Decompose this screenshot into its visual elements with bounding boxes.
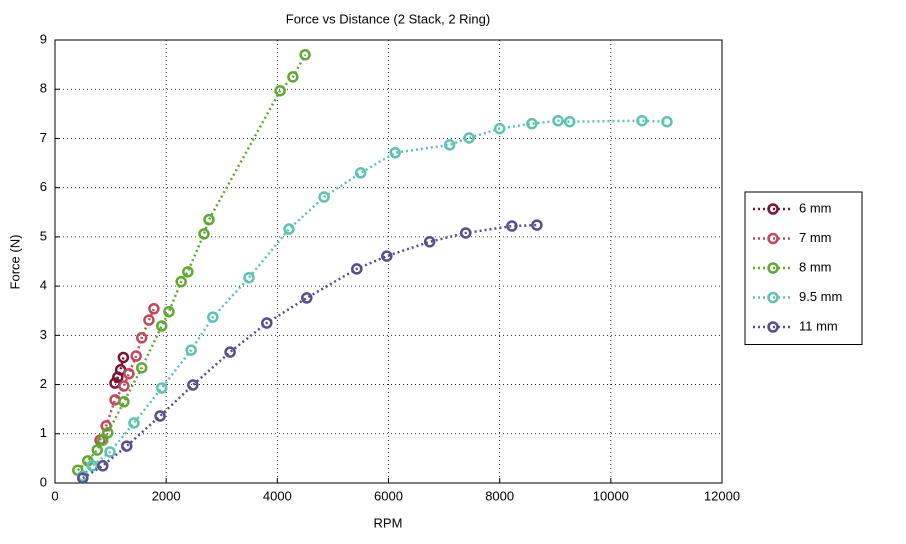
x-tick-label: 8000 [485, 488, 514, 503]
y-tick-label: 4 [40, 278, 47, 293]
axes-box [54, 39, 723, 484]
data-point [351, 263, 363, 275]
data-point [163, 305, 175, 318]
y-tick-label: 5 [40, 228, 47, 243]
data-point [423, 236, 436, 248]
legend-label: 11 mm [799, 318, 838, 333]
data-point [118, 396, 130, 408]
data-point [185, 344, 197, 356]
legend-marker [767, 321, 779, 333]
data-point [563, 115, 576, 128]
data-point [381, 250, 393, 262]
data-point [526, 117, 538, 130]
data-point [118, 380, 130, 392]
data-point [506, 220, 518, 232]
legend-label: 7 mm [799, 230, 832, 245]
data-point [175, 275, 187, 288]
legend-marker [767, 291, 779, 304]
data-point [120, 440, 133, 452]
legend-label: 8 mm [799, 259, 832, 274]
data-point [91, 444, 103, 456]
y-tick-label: 6 [40, 179, 47, 194]
data-point [243, 271, 255, 284]
data-point [128, 417, 140, 429]
data-point [443, 139, 456, 151]
data-point [463, 132, 475, 144]
series-line [76, 54, 307, 472]
y-tick-label: 3 [40, 327, 47, 342]
y-tick-label: 2 [40, 376, 47, 391]
x-axis-label: RPM [374, 515, 403, 530]
y-tick-label: 9 [40, 31, 47, 46]
data-point [261, 317, 273, 329]
x-tick-label: 12000 [704, 488, 740, 503]
data-point [86, 460, 98, 472]
data-point [661, 115, 673, 128]
data-point [155, 320, 168, 332]
series-line [82, 223, 537, 480]
data-point [123, 367, 135, 380]
legend-marker [767, 203, 779, 215]
data-point [187, 379, 199, 391]
data-point [207, 311, 219, 323]
data-point [77, 472, 89, 484]
data-point [117, 351, 130, 364]
data-point [102, 427, 114, 439]
data-point [198, 228, 210, 240]
data-point [531, 219, 543, 231]
data-point [318, 191, 330, 203]
data-point [97, 434, 109, 446]
legend-marker [767, 232, 779, 245]
data-point [552, 114, 564, 127]
data-point [104, 446, 116, 458]
data-point [148, 303, 160, 315]
data-point [274, 84, 286, 97]
y-axis-label: Force (N) [7, 235, 22, 290]
data-point [155, 382, 168, 394]
data-point [154, 410, 166, 422]
legend-label: 6 mm [799, 200, 832, 215]
data-point [636, 114, 648, 127]
data-point [301, 292, 313, 304]
data-point [182, 266, 194, 278]
x-tick-label: 6000 [374, 488, 403, 503]
data-point [135, 362, 148, 374]
data-point [299, 49, 311, 61]
data-point [135, 332, 148, 344]
legend-label: 9.5 mm [799, 289, 842, 304]
data-point [493, 122, 506, 135]
x-tick-label: 0 [51, 488, 58, 503]
legend-marker [767, 262, 779, 274]
data-point [389, 146, 401, 159]
y-tick-label: 0 [40, 474, 47, 489]
x-tick-label: 2000 [152, 488, 181, 503]
x-tick-label: 10000 [593, 488, 629, 503]
y-tick-label: 1 [40, 425, 47, 440]
y-tick-label: 7 [40, 130, 47, 145]
data-point [97, 460, 109, 472]
y-tick-label: 8 [40, 81, 47, 96]
data-point [283, 223, 295, 235]
x-tick-label: 4000 [263, 488, 292, 503]
data-point [203, 213, 215, 226]
data-point [224, 346, 236, 358]
data-point [143, 314, 155, 326]
data-point [287, 71, 299, 83]
data-point [354, 167, 367, 179]
data-point [460, 227, 472, 239]
data-point [130, 350, 142, 362]
chart-title: Force vs Distance (2 Stack, 2 Ring) [286, 11, 490, 26]
